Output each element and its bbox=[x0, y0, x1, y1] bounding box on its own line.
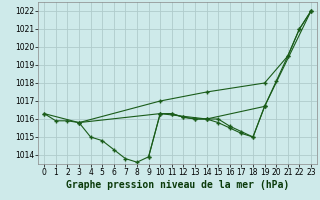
X-axis label: Graphe pression niveau de la mer (hPa): Graphe pression niveau de la mer (hPa) bbox=[66, 180, 289, 190]
